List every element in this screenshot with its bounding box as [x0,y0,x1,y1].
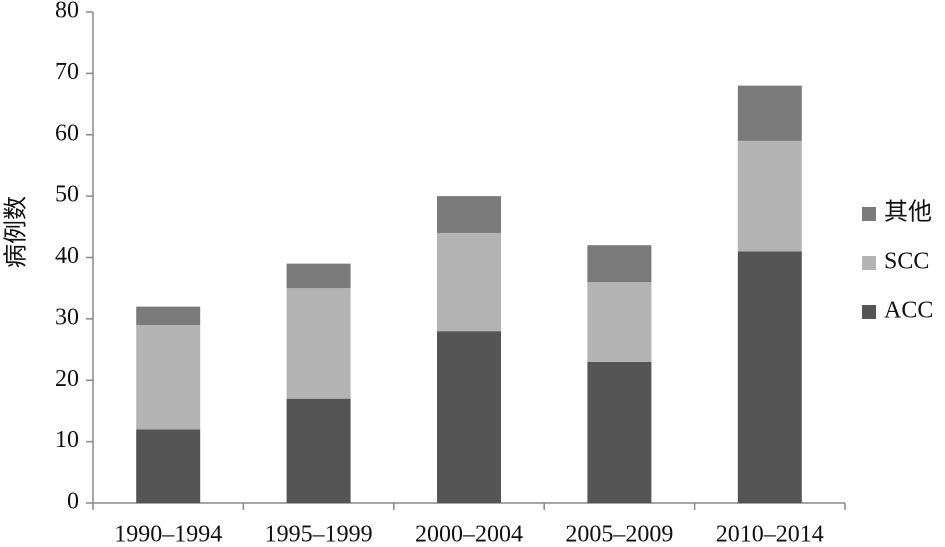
x-tick-label: 1990–1994 [114,522,222,547]
y-tick-label: 70 [55,59,79,85]
x-tick-label: 2010–2014 [716,522,824,547]
bar-segment [737,140,802,252]
legend-label: 其他 [884,199,932,226]
bar-segment [286,263,351,289]
legend-swatch [862,305,876,319]
y-tick-label: 0 [67,489,79,515]
bar-segment [136,306,201,326]
bar-segment [286,398,351,503]
bar-segment [737,85,802,141]
bar-segment [437,196,501,233]
x-tick-label: 1995–1999 [265,522,373,547]
bar-segment [437,331,501,503]
bar-segment [587,245,652,283]
y-tick-label: 80 [55,0,79,24]
y-tick-label: 60 [55,120,79,146]
legend-swatch [862,207,876,221]
x-tick-label: 2000–2004 [415,522,523,547]
y-tick-label: 40 [55,243,79,269]
legend-label: ACC [884,298,933,324]
bar-segment [136,429,201,503]
bar-segment [286,288,351,399]
legend-swatch [862,256,876,270]
y-tick-label: 30 [55,304,79,330]
y-tick-label: 20 [55,366,79,392]
x-tick-label: 2005–2009 [565,522,673,547]
bar-segment [136,325,201,430]
bar-segment [587,361,652,503]
legend-label: SCC [884,249,929,275]
bar-segment [587,282,652,362]
bar-segment [737,251,802,503]
bar-segment [437,232,501,332]
y-axis-label: 病例数 [3,196,30,268]
y-tick-label: 10 [55,427,79,453]
y-tick-label: 50 [55,182,79,208]
